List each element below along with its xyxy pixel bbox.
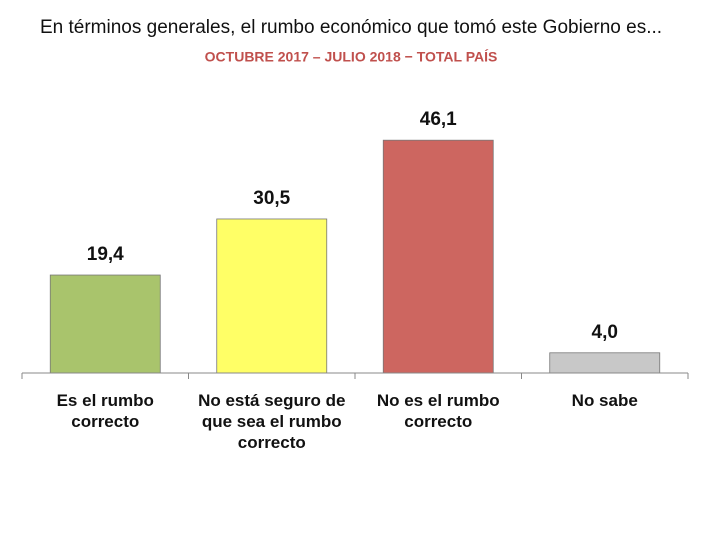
value-label: 19,4 xyxy=(87,244,124,265)
bar xyxy=(216,218,328,374)
value-label: 30,5 xyxy=(253,188,290,209)
value-label: 46,1 xyxy=(420,109,457,130)
bar xyxy=(49,274,161,374)
chart-title: En términos generales, el rumbo económic… xyxy=(40,17,662,38)
value-label: 4,0 xyxy=(592,322,618,343)
bar xyxy=(382,139,494,374)
x-tick-label: No está seguro de que sea el rumbo corre… xyxy=(198,391,346,452)
bar xyxy=(549,352,661,374)
x-tick-label: Es el rumbo correcto xyxy=(56,391,154,431)
chart-subtitle: OCTUBRE 2017 – JULIO 2018 − TOTAL PAÍS xyxy=(205,49,498,65)
x-tick-label: No sabe xyxy=(571,391,638,410)
x-tick-label: No es el rumbo correcto xyxy=(376,391,500,431)
